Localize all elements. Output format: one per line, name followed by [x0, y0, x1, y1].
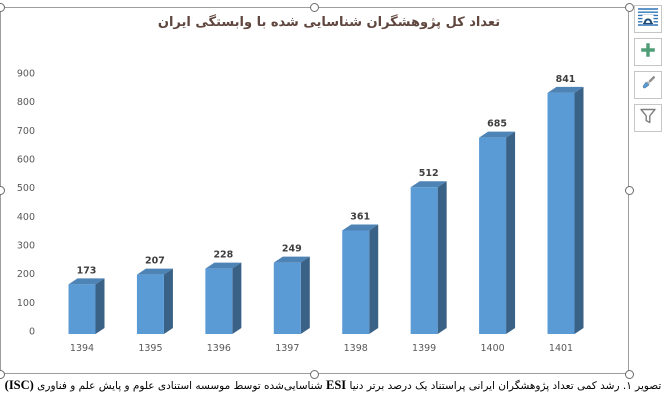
- caption-text-start: تصویر ۱. رشد کمی تعداد پژوهشگران ایرانی …: [346, 380, 662, 392]
- x-axis-label[interactable]: 1401: [549, 343, 573, 354]
- bar-1398[interactable]: [342, 224, 379, 334]
- y-axis-tick-label[interactable]: 400: [17, 212, 35, 223]
- bar-top-face[interactable]: [205, 262, 242, 269]
- x-axis-label[interactable]: 1400: [480, 343, 504, 354]
- bar-side-face[interactable]: [163, 268, 173, 334]
- bar-top-face[interactable]: [68, 278, 105, 285]
- selection-handle-bottom-left[interactable]: [0, 369, 5, 379]
- selection-handle-bottom-mid[interactable]: [309, 369, 319, 379]
- y-axis-tick-label[interactable]: 500: [17, 183, 35, 194]
- selection-handle-top-right[interactable]: [624, 2, 634, 12]
- bar-front-face[interactable]: [342, 230, 370, 334]
- bar-side-face[interactable]: [300, 256, 310, 334]
- x-axis-label[interactable]: 1394: [70, 343, 94, 354]
- x-axis-label[interactable]: 1399: [412, 343, 436, 354]
- bar-1399[interactable]: [410, 181, 447, 334]
- bar-side-face[interactable]: [232, 262, 242, 334]
- selection-handle-top-left[interactable]: [0, 2, 5, 12]
- figure-caption: تصویر ۱. رشد کمی تعداد پژوهشگران ایرانی …: [0, 378, 666, 393]
- y-axis-tick-label[interactable]: 600: [17, 155, 35, 166]
- bar-value-label[interactable]: 173: [77, 265, 97, 276]
- caption-esi-label: ESI: [326, 378, 347, 392]
- bar-front-face[interactable]: [273, 262, 301, 334]
- bar-front-face[interactable]: [479, 137, 507, 334]
- bar-value-label[interactable]: 207: [145, 256, 165, 267]
- chart-styles-brush-icon: [638, 73, 658, 97]
- layout-options-button[interactable]: [634, 5, 662, 33]
- bar-top-face[interactable]: [479, 131, 516, 138]
- bar-value-label[interactable]: 841: [556, 74, 576, 85]
- bar-top-face[interactable]: [410, 181, 447, 188]
- bar-front-face[interactable]: [205, 268, 233, 334]
- bar-front-face[interactable]: [547, 92, 575, 334]
- selection-handle-left-mid[interactable]: [0, 185, 5, 195]
- y-axis-tick-label[interactable]: 800: [17, 97, 35, 108]
- bar-side-face[interactable]: [574, 86, 584, 334]
- bar-top-face[interactable]: [547, 86, 584, 93]
- y-axis-tick-label[interactable]: 100: [17, 298, 35, 309]
- y-axis-tick-label[interactable]: 700: [17, 126, 35, 137]
- bar-1396[interactable]: [205, 262, 242, 334]
- bar-value-label[interactable]: 228: [213, 250, 233, 261]
- bar-value-label[interactable]: 512: [419, 168, 439, 179]
- bar-1395[interactable]: [136, 268, 173, 334]
- chart-filters-button[interactable]: [634, 104, 662, 132]
- bar-front-face[interactable]: [410, 187, 438, 334]
- bar-1401[interactable]: [547, 86, 584, 334]
- y-axis-tick-label[interactable]: 900: [17, 69, 35, 80]
- y-axis-tick-label[interactable]: 200: [17, 269, 35, 280]
- x-axis-label[interactable]: 1395: [138, 343, 162, 354]
- caption-text-middle: شناسایی‌شده توسط موسسه استنادی علوم و پا…: [33, 380, 327, 392]
- selection-handle-right-mid[interactable]: [624, 185, 634, 195]
- selection-handle-top-mid[interactable]: [309, 2, 319, 12]
- chart-title[interactable]: تعداد کل پژوهشگران شناسایی شده با وابستگ…: [157, 15, 501, 30]
- bar-side-face[interactable]: [369, 224, 379, 334]
- x-axis-label[interactable]: 1396: [207, 343, 231, 354]
- bar-top-face[interactable]: [136, 268, 173, 275]
- layout-options-icon: [638, 7, 658, 31]
- chart-styles-button[interactable]: [634, 71, 662, 99]
- y-axis-tick-label[interactable]: 0: [29, 327, 35, 338]
- bar-1397[interactable]: [273, 256, 310, 334]
- selection-handle-bottom-right[interactable]: [624, 369, 634, 379]
- bar-top-face[interactable]: [273, 256, 310, 263]
- bar-front-face[interactable]: [68, 284, 96, 334]
- bar-1394[interactable]: [68, 278, 105, 334]
- bar-value-label[interactable]: 685: [487, 119, 507, 130]
- chart-filters-funnel-icon: [638, 106, 658, 130]
- caption-isc-label: (ISC): [4, 378, 34, 392]
- y-axis-tick-label[interactable]: 300: [17, 241, 35, 252]
- bar-top-face[interactable]: [342, 224, 379, 231]
- bar-value-label[interactable]: 249: [282, 244, 302, 255]
- bar-value-label[interactable]: 361: [350, 212, 370, 223]
- bar-1400[interactable]: [479, 131, 516, 334]
- bar-side-face[interactable]: [95, 278, 105, 334]
- x-axis-label[interactable]: 1397: [275, 343, 299, 354]
- x-axis-label[interactable]: 1398: [344, 343, 368, 354]
- bar-side-face[interactable]: [437, 181, 447, 334]
- chart-elements-plus-icon: [640, 42, 656, 62]
- bar-side-face[interactable]: [506, 131, 516, 334]
- chart-elements-button[interactable]: [634, 38, 662, 66]
- bar-front-face[interactable]: [136, 274, 164, 334]
